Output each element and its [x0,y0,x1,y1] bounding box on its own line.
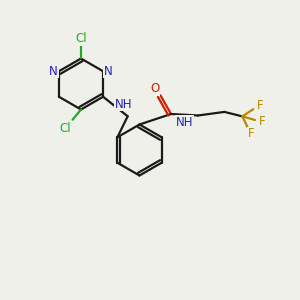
Text: F: F [259,115,265,128]
Text: N: N [49,65,58,78]
Text: F: F [256,98,263,112]
Text: Cl: Cl [75,32,87,46]
Text: O: O [151,82,160,95]
Text: N: N [104,65,113,78]
Text: F: F [248,127,254,140]
Text: Cl: Cl [60,122,71,136]
Text: NH: NH [176,116,193,129]
Text: NH: NH [115,98,133,111]
